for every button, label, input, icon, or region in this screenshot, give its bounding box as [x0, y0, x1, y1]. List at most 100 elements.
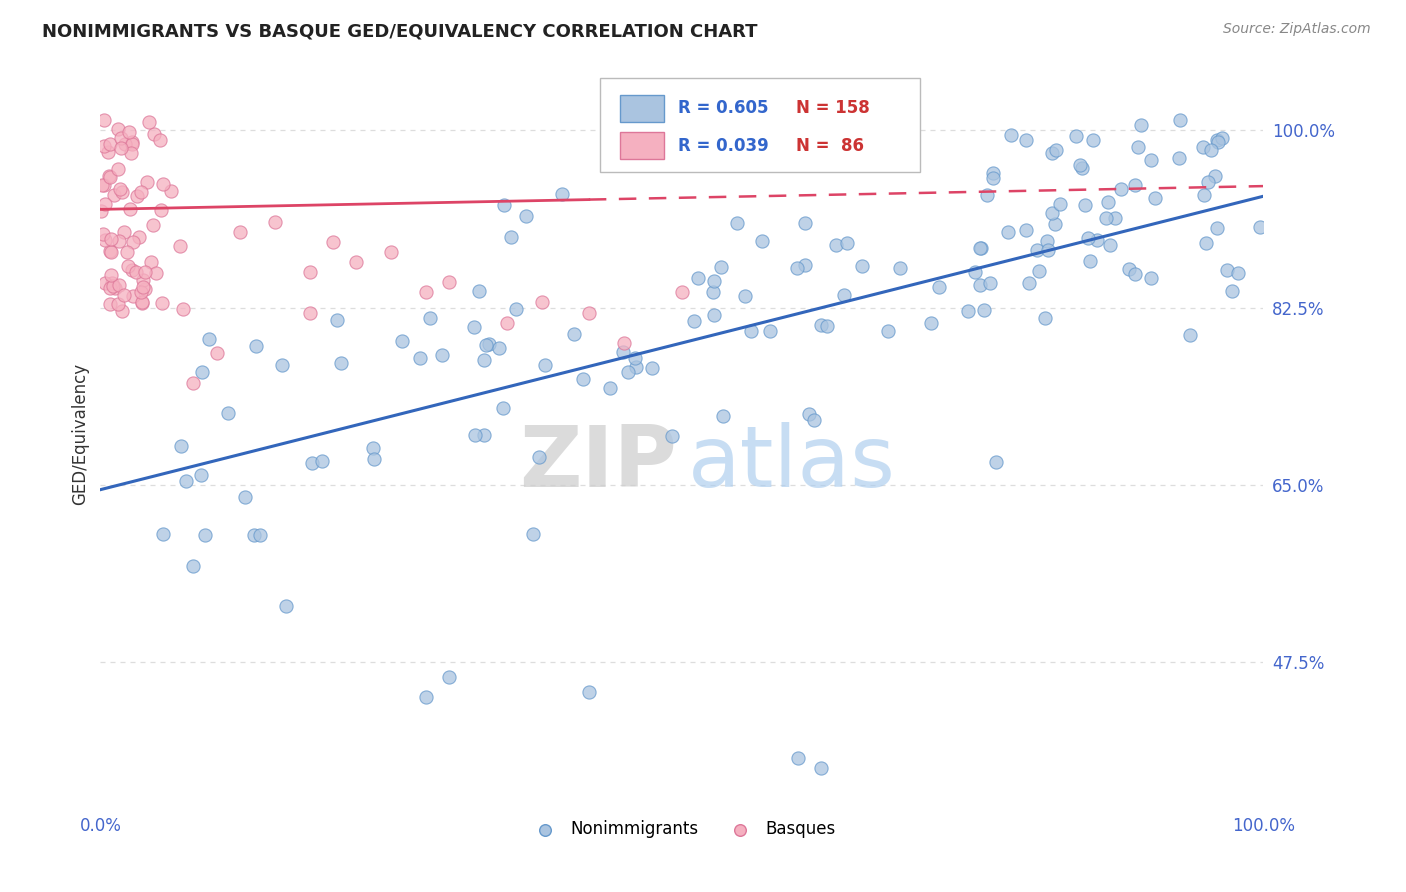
Point	[1168, 113, 1191, 128]
Point	[1085, 233, 1108, 247]
Point	[683, 314, 706, 328]
Point	[131, 296, 153, 310]
Text: Source: ZipAtlas.com: Source: ZipAtlas.com	[1223, 22, 1371, 37]
Point	[686, 271, 709, 285]
Point	[793, 258, 815, 272]
Point	[1036, 243, 1059, 257]
FancyBboxPatch shape	[620, 95, 665, 121]
Point	[970, 241, 993, 255]
Point	[134, 282, 156, 296]
Point	[90, 178, 112, 193]
Point	[138, 114, 160, 128]
Point	[825, 238, 848, 252]
Point	[129, 285, 152, 299]
Point	[233, 490, 256, 504]
Point	[797, 408, 820, 422]
Point	[488, 341, 510, 355]
Point	[344, 255, 367, 269]
Point	[121, 235, 143, 249]
Point	[132, 279, 155, 293]
Point	[534, 358, 557, 372]
Point	[135, 175, 157, 189]
Point	[1081, 133, 1104, 147]
Point	[572, 372, 595, 386]
Point	[141, 255, 163, 269]
Point	[832, 288, 855, 302]
Y-axis label: GED/Equivalency: GED/Equivalency	[72, 363, 89, 505]
Point	[1015, 133, 1038, 147]
Point	[198, 332, 221, 346]
Point	[1211, 131, 1233, 145]
Point	[170, 439, 193, 453]
FancyBboxPatch shape	[620, 132, 665, 159]
Point	[243, 528, 266, 542]
Point	[1094, 211, 1116, 225]
Point	[815, 319, 838, 334]
Point	[624, 351, 647, 365]
Point	[107, 121, 129, 136]
Point	[172, 301, 194, 316]
Point	[363, 451, 385, 466]
Point	[160, 184, 183, 198]
Point	[979, 276, 1001, 290]
Point	[322, 235, 344, 249]
Point	[703, 308, 725, 322]
Point	[93, 276, 115, 290]
Point	[1128, 140, 1150, 154]
Text: NONIMMIGRANTS VS BASQUE GED/EQUIVALENCY CORRELATION CHART: NONIMMIGRANTS VS BASQUE GED/EQUIVALENCY …	[42, 22, 758, 40]
Point	[1111, 182, 1133, 196]
Point	[100, 268, 122, 282]
Point	[107, 161, 129, 176]
Point	[91, 227, 114, 242]
Point	[997, 225, 1019, 239]
Text: N =  86: N = 86	[796, 136, 863, 154]
Point	[472, 353, 495, 368]
Point	[1000, 128, 1022, 142]
Point	[90, 204, 112, 219]
Point	[1064, 129, 1087, 144]
Point	[298, 265, 321, 279]
Legend: Nonimmigrants, Basques: Nonimmigrants, Basques	[522, 814, 842, 845]
Point	[810, 761, 832, 775]
FancyBboxPatch shape	[600, 78, 921, 172]
Point	[499, 230, 522, 244]
Point	[134, 265, 156, 279]
Point	[794, 216, 817, 230]
Point	[661, 429, 683, 443]
Point	[150, 202, 173, 217]
Point	[710, 260, 733, 275]
Point	[984, 455, 1007, 469]
Point	[111, 185, 134, 199]
Point	[439, 275, 461, 289]
Point	[981, 170, 1004, 185]
Point	[245, 339, 267, 353]
Point	[330, 356, 353, 370]
Point	[957, 304, 980, 318]
Point	[1071, 161, 1094, 176]
Point	[391, 334, 413, 348]
Point	[150, 296, 173, 310]
Point	[1045, 143, 1067, 157]
Point	[803, 412, 825, 426]
Point	[93, 113, 115, 128]
Text: R = 0.039: R = 0.039	[679, 136, 769, 154]
Point	[702, 285, 724, 299]
Point	[98, 244, 121, 258]
Point	[430, 348, 453, 362]
Point	[1078, 254, 1101, 268]
Point	[492, 197, 515, 211]
Point	[100, 276, 122, 290]
Point	[98, 170, 121, 185]
Point	[205, 346, 228, 360]
Point	[1069, 158, 1091, 172]
Point	[183, 558, 205, 573]
Point	[152, 526, 174, 541]
Point	[194, 528, 217, 542]
Point	[1167, 151, 1189, 165]
Point	[612, 345, 634, 359]
Point	[981, 166, 1004, 180]
Point	[121, 262, 143, 277]
Point	[703, 274, 725, 288]
Point	[1077, 230, 1099, 244]
Point	[122, 289, 145, 303]
